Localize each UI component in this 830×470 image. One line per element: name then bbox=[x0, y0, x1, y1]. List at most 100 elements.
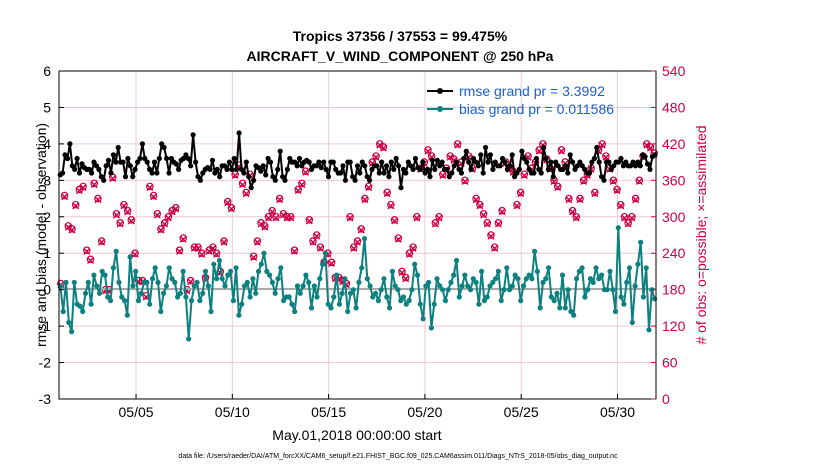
bias-point bbox=[599, 272, 605, 278]
bias-point bbox=[297, 290, 303, 296]
obs-possible-point bbox=[146, 182, 154, 191]
rmse-point bbox=[166, 170, 172, 176]
obs-possible-point bbox=[453, 140, 462, 148]
rmse-point bbox=[149, 170, 155, 176]
bias-point bbox=[412, 261, 418, 267]
bias-point bbox=[551, 298, 557, 304]
obs-assimilated-point bbox=[580, 178, 588, 186]
rmse-point bbox=[258, 168, 264, 174]
obs-assimilated-point bbox=[98, 238, 106, 246]
bias-point bbox=[442, 298, 448, 304]
rmse-point bbox=[483, 144, 489, 151]
rmse-point bbox=[475, 163, 481, 169]
left-tick-label: 4 bbox=[43, 136, 51, 152]
bias-point bbox=[590, 279, 596, 285]
obs-possible-point bbox=[498, 206, 506, 215]
obs-assimilated-point bbox=[313, 232, 321, 240]
rmse-point bbox=[391, 166, 397, 172]
obs-assimilated-point bbox=[372, 153, 380, 161]
bias-point bbox=[261, 250, 267, 256]
bias-point bbox=[205, 283, 211, 289]
bias-point bbox=[596, 276, 602, 282]
obs-assimilated-point bbox=[79, 184, 87, 192]
bias-point bbox=[63, 279, 69, 285]
obs-assimilated-point bbox=[120, 202, 128, 210]
bias-point bbox=[155, 279, 161, 285]
left-tick-label: 6 bbox=[43, 63, 51, 79]
rmse-point bbox=[173, 161, 179, 167]
bias-point bbox=[147, 301, 153, 307]
obs-assimilated-point bbox=[150, 193, 158, 201]
obs-assimilated-point bbox=[261, 223, 269, 231]
rmse-point bbox=[543, 155, 549, 162]
rmse-point bbox=[209, 157, 216, 163]
bias-point bbox=[244, 279, 250, 285]
rmse-point bbox=[362, 163, 368, 169]
obs-assimilated-point bbox=[213, 250, 221, 258]
rmse-point bbox=[434, 157, 440, 163]
rmse-point bbox=[292, 159, 298, 165]
rmse-point bbox=[272, 177, 278, 183]
obs-assimilated-point bbox=[346, 214, 354, 222]
bias-point bbox=[440, 287, 446, 293]
left-tick-label: -3 bbox=[39, 391, 52, 407]
bias-point bbox=[77, 303, 83, 309]
left-tick-label: 0 bbox=[43, 282, 51, 298]
rmse-point bbox=[577, 159, 583, 165]
obs-possible-point bbox=[349, 243, 358, 251]
bias-point bbox=[481, 298, 487, 304]
rmse-point bbox=[226, 159, 232, 165]
rmse-point bbox=[533, 155, 540, 162]
obs-assimilated-point bbox=[272, 214, 280, 222]
bias-point bbox=[339, 290, 345, 296]
obs-assimilated-point bbox=[480, 211, 488, 219]
rmse-point bbox=[485, 159, 491, 165]
bias-point bbox=[557, 305, 563, 311]
bias-point bbox=[253, 290, 259, 296]
bias-point bbox=[501, 287, 507, 293]
obs-possible-point bbox=[646, 143, 655, 151]
obs-possible-point bbox=[476, 200, 484, 209]
rmse-point bbox=[507, 163, 513, 169]
rmse-point bbox=[248, 185, 254, 191]
bias-point bbox=[618, 294, 624, 300]
x-tick-label: 05/10 bbox=[215, 404, 250, 420]
obs-possible-point bbox=[450, 155, 458, 163]
obs-possible-point bbox=[68, 225, 76, 233]
bias-point bbox=[612, 308, 619, 315]
obs-possible-point bbox=[424, 146, 432, 154]
obs-assimilated-point bbox=[550, 178, 558, 186]
bias-point bbox=[345, 308, 351, 315]
bias-point bbox=[520, 283, 527, 289]
rmse-point bbox=[642, 154, 648, 160]
obs-assimilated-point bbox=[220, 238, 228, 246]
rmse-point bbox=[425, 166, 431, 172]
obs-possible-point bbox=[435, 212, 443, 221]
obs-assimilated-point bbox=[209, 244, 217, 252]
rmse-point bbox=[151, 159, 158, 165]
bias-point bbox=[554, 290, 560, 296]
legend-bias-text: bias grand pr = 0.011586 bbox=[459, 101, 614, 117]
rmse-point bbox=[417, 166, 423, 172]
obs-possible-point bbox=[312, 231, 321, 239]
obs-assimilated-point bbox=[146, 184, 154, 192]
bias-point bbox=[515, 276, 521, 282]
obs-assimilated-point bbox=[87, 257, 95, 265]
rmse-point bbox=[229, 166, 235, 172]
bias-point bbox=[239, 301, 245, 307]
rmse-point bbox=[403, 170, 409, 176]
obs-possible-point bbox=[94, 194, 102, 203]
rmse-point bbox=[306, 159, 312, 165]
rmse-point bbox=[105, 157, 112, 163]
obs-assimilated-point bbox=[276, 196, 284, 204]
bias-point bbox=[646, 327, 652, 333]
bias-point bbox=[110, 265, 116, 271]
obs-assimilated-point bbox=[409, 244, 417, 252]
rmse-point bbox=[180, 155, 187, 162]
bias-point bbox=[431, 301, 437, 307]
obs-assimilated-point bbox=[483, 220, 491, 228]
rmse-point bbox=[492, 159, 498, 165]
bias-point bbox=[202, 268, 209, 274]
obs-possible-point bbox=[602, 152, 610, 160]
rmse-point bbox=[342, 177, 348, 183]
